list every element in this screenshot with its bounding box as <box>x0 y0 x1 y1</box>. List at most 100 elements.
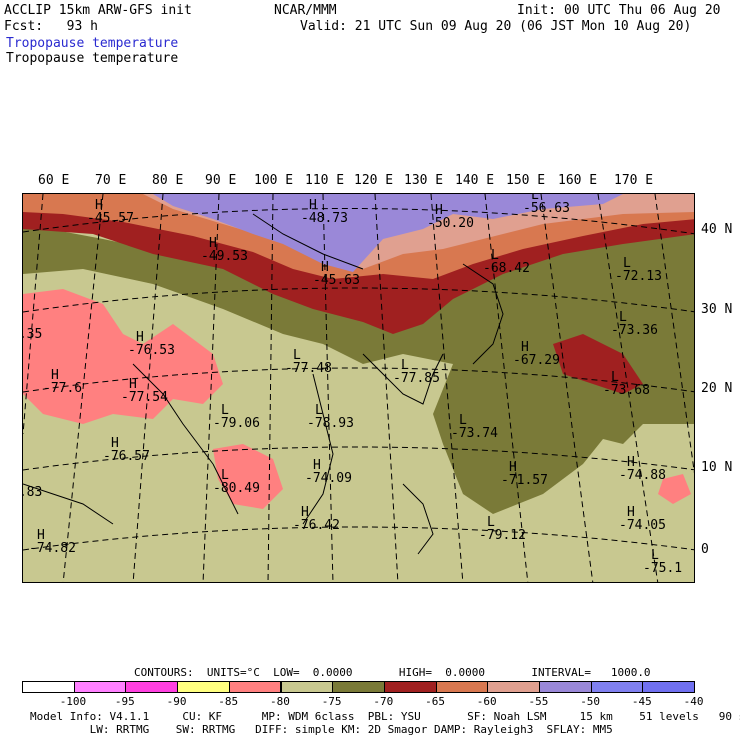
extremum-value: -71.57 <box>501 473 548 488</box>
org-label: NCAR/MMM <box>274 3 337 18</box>
extremum-value: -76.57 <box>103 449 150 464</box>
extremum-marker: L -77.85 <box>393 359 440 385</box>
extremum-value: -74.09 <box>305 471 352 486</box>
lon-label: 70 E <box>95 173 127 188</box>
extremum-type: H <box>321 260 329 275</box>
lat-label: 10 N <box>701 460 733 475</box>
lat-label: 30 N <box>701 302 733 317</box>
extremum-value: -74.05 <box>619 518 666 533</box>
extremum-marker: L -75.1 <box>643 549 682 575</box>
field-region-tropics-sea <box>213 444 283 509</box>
extremum-type: L <box>623 256 631 271</box>
lon-label: 110 E <box>305 173 345 188</box>
color-bar-segment <box>539 681 592 693</box>
extremum-type: H <box>129 377 137 392</box>
color-bar-segment <box>383 681 437 693</box>
extremum-type: H <box>111 436 119 451</box>
extremum-marker: H -45.63 <box>313 261 360 287</box>
extremum-value: -48.73 <box>301 211 348 226</box>
extremum-value: -77.54 <box>121 390 168 405</box>
map-panel[interactable]: H -45.57 H -48.73 H -49.53 H -45.63 H -50.20 L -56.… <box>22 193 695 583</box>
extremum-marker: H -74.82 <box>29 529 76 555</box>
extremum-marker: L -73.68 <box>603 371 650 397</box>
color-bar-label: -55 <box>528 695 549 708</box>
color-bar-segment <box>177 681 230 693</box>
lon-label: 150 E <box>506 173 546 188</box>
extremum-value: -74.88 <box>619 468 666 483</box>
extremum-marker: L -77.48 <box>285 349 332 375</box>
extremum-value: -72.13 <box>615 269 662 284</box>
color-bar-segment <box>590 681 644 693</box>
extremum-type: H <box>435 203 443 218</box>
color-bar-label: -65 <box>425 695 445 708</box>
extremum-type: L <box>221 468 229 483</box>
extremum-marker: H -76.57 <box>103 437 150 463</box>
extremum-type: H <box>37 528 45 543</box>
color-bar-segment <box>73 681 127 693</box>
lon-label: 60 E <box>38 173 70 188</box>
lon-label: 170 E <box>614 173 654 188</box>
extremum-type: H <box>313 458 321 473</box>
field-title-2: Tropopause temperature <box>6 51 179 66</box>
extremum-type: L <box>491 248 499 263</box>
field-title-1: Tropopause temperature <box>6 36 179 51</box>
field-region-tropics-east <box>658 474 691 504</box>
color-bar-segment <box>435 681 489 693</box>
coastlines <box>23 213 504 555</box>
color-bar-label: -70 <box>373 695 394 708</box>
lon-label: 80 E <box>152 173 184 188</box>
extremum-marker: H -48.73 <box>301 199 348 225</box>
extremum-marker: H -76.53 <box>128 331 175 357</box>
extremum-value: -68.42 <box>483 261 530 276</box>
extremum-value: -80.49 <box>213 481 260 496</box>
lat-label: 0 <box>701 542 709 557</box>
lon-label: 130 E <box>404 173 444 188</box>
extremum-marker: H -74.09 <box>305 459 352 485</box>
model-info-line1: Model Info: V4.1.1 CU: KF MP: WDM 6class… <box>30 710 740 723</box>
lon-label: 90 E <box>205 173 237 188</box>
extremum-marker: L -73.36 <box>611 311 658 337</box>
extremum-type: H <box>209 236 217 251</box>
color-bar-segment <box>125 681 179 693</box>
color-bar-segment <box>642 681 696 693</box>
extremum-type: H <box>51 368 59 383</box>
color-bar-label: -85 <box>218 695 239 708</box>
extremum-value: -45.57 <box>87 211 134 226</box>
extremum-marker: H -49.53 <box>201 237 248 263</box>
forecast-hour: Fcst: 93 h <box>4 19 98 34</box>
lon-label: 120 E <box>354 173 394 188</box>
extremum-value: -76.53 <box>128 343 175 358</box>
extremum-type: L <box>611 370 619 385</box>
extremum-value: -77.48 <box>285 361 332 376</box>
extremum-value: 3.83 <box>23 485 43 500</box>
extremum-type: L <box>293 348 301 363</box>
extremum-value: -74.82 <box>29 541 76 556</box>
extremum-type: L <box>221 403 229 418</box>
extremum-type: L <box>459 413 467 428</box>
extremum-type: H <box>301 505 309 520</box>
extremum-type: L <box>531 193 539 203</box>
color-bar-segment <box>22 681 75 693</box>
color-bar-label: -60 <box>476 695 497 708</box>
extremum-marker: L -72.13 <box>615 257 662 283</box>
extremum-value: -73.74 <box>451 426 498 441</box>
extremum-marker: 4.35 <box>23 328 42 341</box>
extremum-type: L <box>619 310 627 325</box>
extremum-value: -45.63 <box>313 273 360 288</box>
extremum-marker: H -45.57 <box>87 199 134 225</box>
color-bar-segment <box>332 681 385 693</box>
model-info-line2: LW: RRTMG SW: RRTMG DIFF: simple KM: 2D … <box>30 723 613 736</box>
extremum-value: -77.6 <box>43 381 83 396</box>
extremum-marker: H -74.05 <box>619 506 666 532</box>
extremum-value: -50.20 <box>427 216 474 231</box>
extremum-marker: H -77.6 <box>43 369 82 395</box>
color-bar-label: -80 <box>270 695 290 708</box>
color-bar-label: -90 <box>166 695 187 708</box>
color-bar-label: °C <box>739 695 740 708</box>
extremum-type: H <box>627 455 635 470</box>
extremum-marker: H -74.88 <box>619 456 666 482</box>
extremum-value: -73.68 <box>603 383 650 398</box>
extremum-marker: L -79.12 <box>479 516 526 542</box>
extremum-type: H <box>136 330 144 345</box>
color-bar-segment <box>280 681 334 693</box>
